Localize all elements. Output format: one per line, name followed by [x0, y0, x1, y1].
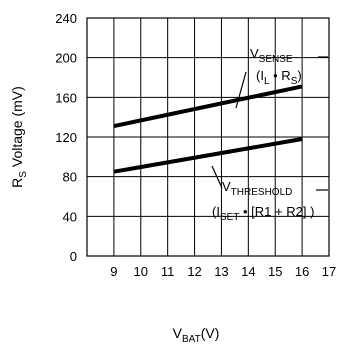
y-tick-label: 240: [55, 11, 77, 26]
y-tick-label: 40: [63, 209, 77, 224]
threshold-formula: (ISET • [R1 + R2] ): [212, 204, 314, 223]
sense-leader-arrow: [235, 71, 247, 109]
threshold-leader-arrow: [211, 165, 223, 189]
y-tick-label: 0: [70, 249, 77, 264]
series-line-1: [113, 137, 303, 174]
grid: [87, 18, 329, 256]
sense-formula: (IL • RS): [256, 68, 302, 87]
y-tick-label: 200: [55, 51, 77, 66]
sense-annotation: VSENSE (IL • RS): [235, 46, 328, 109]
tick-labels: 9 10 11 12 13 14 15 16 17 0 40 80 120 160 200 240: [55, 11, 336, 279]
x-tick-label: 17: [322, 264, 336, 279]
x-tick-label: 12: [187, 264, 201, 279]
series-line-0: [113, 84, 303, 129]
threshold-annotation: VTHRESHOLD (ISET • [R1 + R2] ): [211, 165, 328, 223]
x-tick-label: 14: [241, 264, 255, 279]
x-tick-label: 15: [268, 264, 282, 279]
x-tick-label: 16: [295, 264, 309, 279]
sense-label: VSENSE: [250, 46, 293, 65]
y-axis-title: RS Voltage (mV): [9, 86, 29, 188]
x-tick-label: 11: [161, 264, 175, 279]
x-tick-label: 9: [110, 264, 117, 279]
threshold-label: VTHRESHOLD: [222, 179, 292, 198]
x-tick-label: 13: [214, 264, 228, 279]
plot-frame: [86, 17, 330, 257]
y-tick-label: 160: [55, 90, 77, 105]
y-tick-label: 80: [63, 170, 77, 185]
series-layer: [113, 84, 303, 174]
x-axis-title: VBAT(V): [173, 325, 220, 345]
x-tick-label: 10: [134, 264, 148, 279]
y-tick-label: 120: [55, 130, 77, 145]
